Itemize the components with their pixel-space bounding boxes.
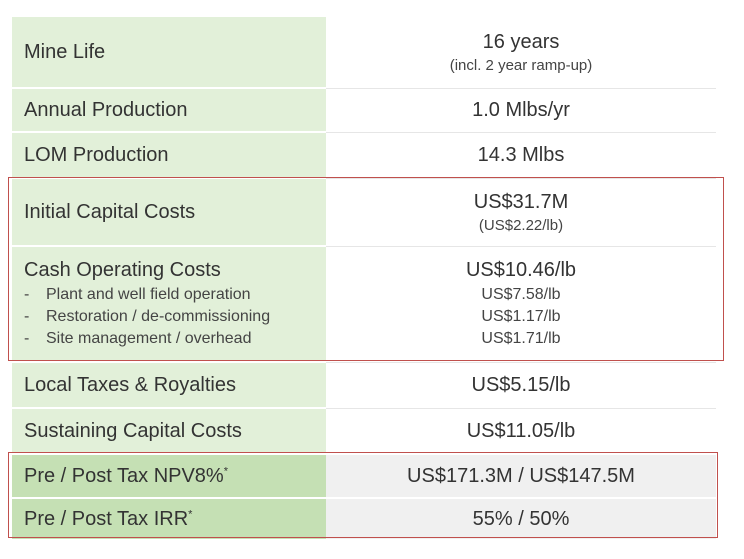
row-label: Local Taxes & Royalties xyxy=(12,363,326,407)
row-subvalue: (incl. 2 year ramp-up) xyxy=(449,56,593,74)
table-row: Pre / Post Tax NPV8%* US$171.3M / US$147… xyxy=(12,455,716,497)
row-value: 55% / 50% xyxy=(326,499,716,539)
list-item: - Plant and well field operation xyxy=(24,286,251,303)
list-item-value: US$1.71/lb xyxy=(481,330,561,347)
table-row: Cash Operating Costs - Plant and well fie… xyxy=(12,247,716,361)
table-row: Pre / Post Tax IRR* 55% / 50% xyxy=(12,499,716,539)
row-value: US$31.7M (US$2.22/lb) xyxy=(473,190,569,234)
highlight-box-returns xyxy=(8,452,718,538)
table-row: Sustaining Capital Costs US$11.05/lb xyxy=(12,409,716,453)
footnote-marker: * xyxy=(188,507,193,520)
row-label: Cash Operating Costs - Plant and well fie… xyxy=(12,247,326,361)
table-row: LOM Production 14.3 Mlbs xyxy=(12,133,716,177)
row-subvalue: (US$2.22/lb) xyxy=(478,216,564,234)
row-value: US$10.46/lb US$7.58/lb US$1.17/lb US$1.7… xyxy=(326,247,716,361)
table-row: Initial Capital Costs US$31.7M (US$2.22/… xyxy=(12,179,716,245)
row-value: US$5.15/lb xyxy=(471,373,571,396)
list-item: - Site management / overhead xyxy=(24,330,252,347)
row-value: 1.0 Mlbs/yr xyxy=(472,98,570,121)
list-item-value: US$7.58/lb xyxy=(481,286,561,303)
table-row: Annual Production 1.0 Mlbs/yr xyxy=(12,89,716,131)
row-label: Pre / Post Tax NPV8%* xyxy=(12,455,326,497)
row-value: 16 years (incl. 2 year ramp-up) xyxy=(449,30,593,74)
row-label: LOM Production xyxy=(12,133,326,177)
highlight-box-costs xyxy=(8,177,724,361)
row-label: Pre / Post Tax IRR* xyxy=(12,499,326,539)
footnote-marker: * xyxy=(223,464,228,477)
row-value: 14.3 Mlbs xyxy=(477,143,565,166)
list-item-value: US$1.17/lb xyxy=(481,308,561,325)
row-label: Sustaining Capital Costs xyxy=(12,409,326,453)
row-label: Initial Capital Costs xyxy=(12,179,326,245)
row-value: US$171.3M / US$147.5M xyxy=(326,455,716,497)
row-label: Mine Life xyxy=(12,17,326,87)
table-row: Local Taxes & Royalties US$5.15/lb xyxy=(12,363,716,407)
row-label: Annual Production xyxy=(12,89,326,131)
list-item: - Restoration / de-commissioning xyxy=(24,308,271,325)
table-row: Mine Life 16 years (incl. 2 year ramp-up… xyxy=(12,17,716,87)
row-value: US$11.05/lb xyxy=(466,419,576,442)
